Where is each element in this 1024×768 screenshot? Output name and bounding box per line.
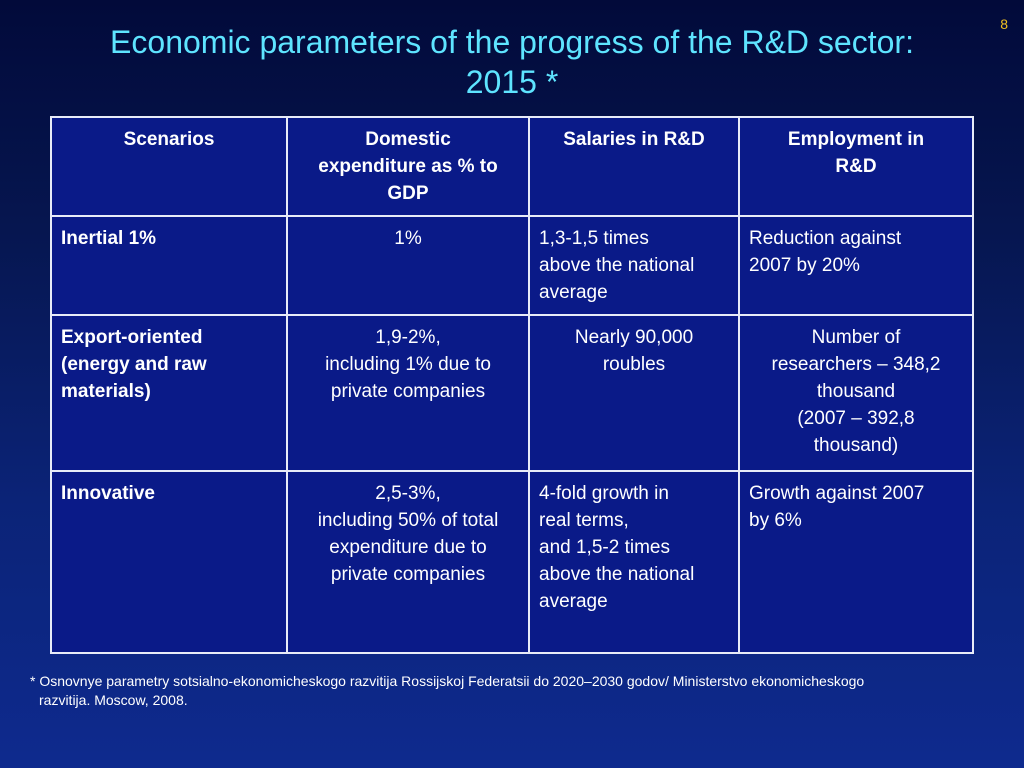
footnote-line-1: * Osnovnye parametry sotsialno-ekonomich… — [30, 673, 865, 689]
slide-number: 8 — [1000, 16, 1008, 32]
scenarios-table: Scenarios Domestic expenditure as % to G… — [50, 116, 974, 654]
cell-scenario: Inertial 1% — [50, 215, 288, 316]
cell-salaries: Nearly 90,000 roubles — [528, 314, 740, 472]
header-domestic-expenditure: Domestic expenditure as % to GDP — [286, 116, 530, 217]
cell-salaries: 1,3-1,5 times above the national average — [528, 215, 740, 316]
header-scenarios: Scenarios — [50, 116, 288, 217]
cell-scenario: Export-oriented (energy and raw material… — [50, 314, 288, 472]
cell-employment: Reduction against 2007 by 20% — [738, 215, 974, 316]
cell-expenditure: 2,5-3%, including 50% of total expenditu… — [286, 470, 530, 654]
footnote-line-2: razvitija. Moscow, 2008. — [39, 692, 188, 708]
header-employment: Employment in R&D — [738, 116, 974, 217]
cell-expenditure: 1,9-2%, including 1% due to private comp… — [286, 314, 530, 472]
slide-title: Economic parameters of the progress of t… — [40, 22, 984, 102]
table-header-row: Scenarios Domestic expenditure as % to G… — [50, 116, 974, 217]
cell-expenditure: 1% — [286, 215, 530, 316]
footnote: * Osnovnye parametry sotsialno-ekonomich… — [30, 672, 990, 710]
table-row-inertial: Inertial 1% 1% 1,3-1,5 times above the n… — [50, 215, 974, 316]
cell-employment: Number of researchers – 348,2 thousand (… — [738, 314, 974, 472]
cell-scenario: Innovative — [50, 470, 288, 654]
header-salaries: Salaries in R&D — [528, 116, 740, 217]
title-line-2: 2015 * — [465, 64, 559, 100]
cell-employment: Growth against 2007 by 6% — [738, 470, 974, 654]
cell-salaries: 4-fold growth in real terms, and 1,5-2 t… — [528, 470, 740, 654]
table-row-export-oriented: Export-oriented (energy and raw material… — [50, 314, 974, 472]
title-line-1: Economic parameters of the progress of t… — [110, 24, 914, 60]
table-row-innovative: Innovative 2,5-3%, including 50% of tota… — [50, 470, 974, 654]
